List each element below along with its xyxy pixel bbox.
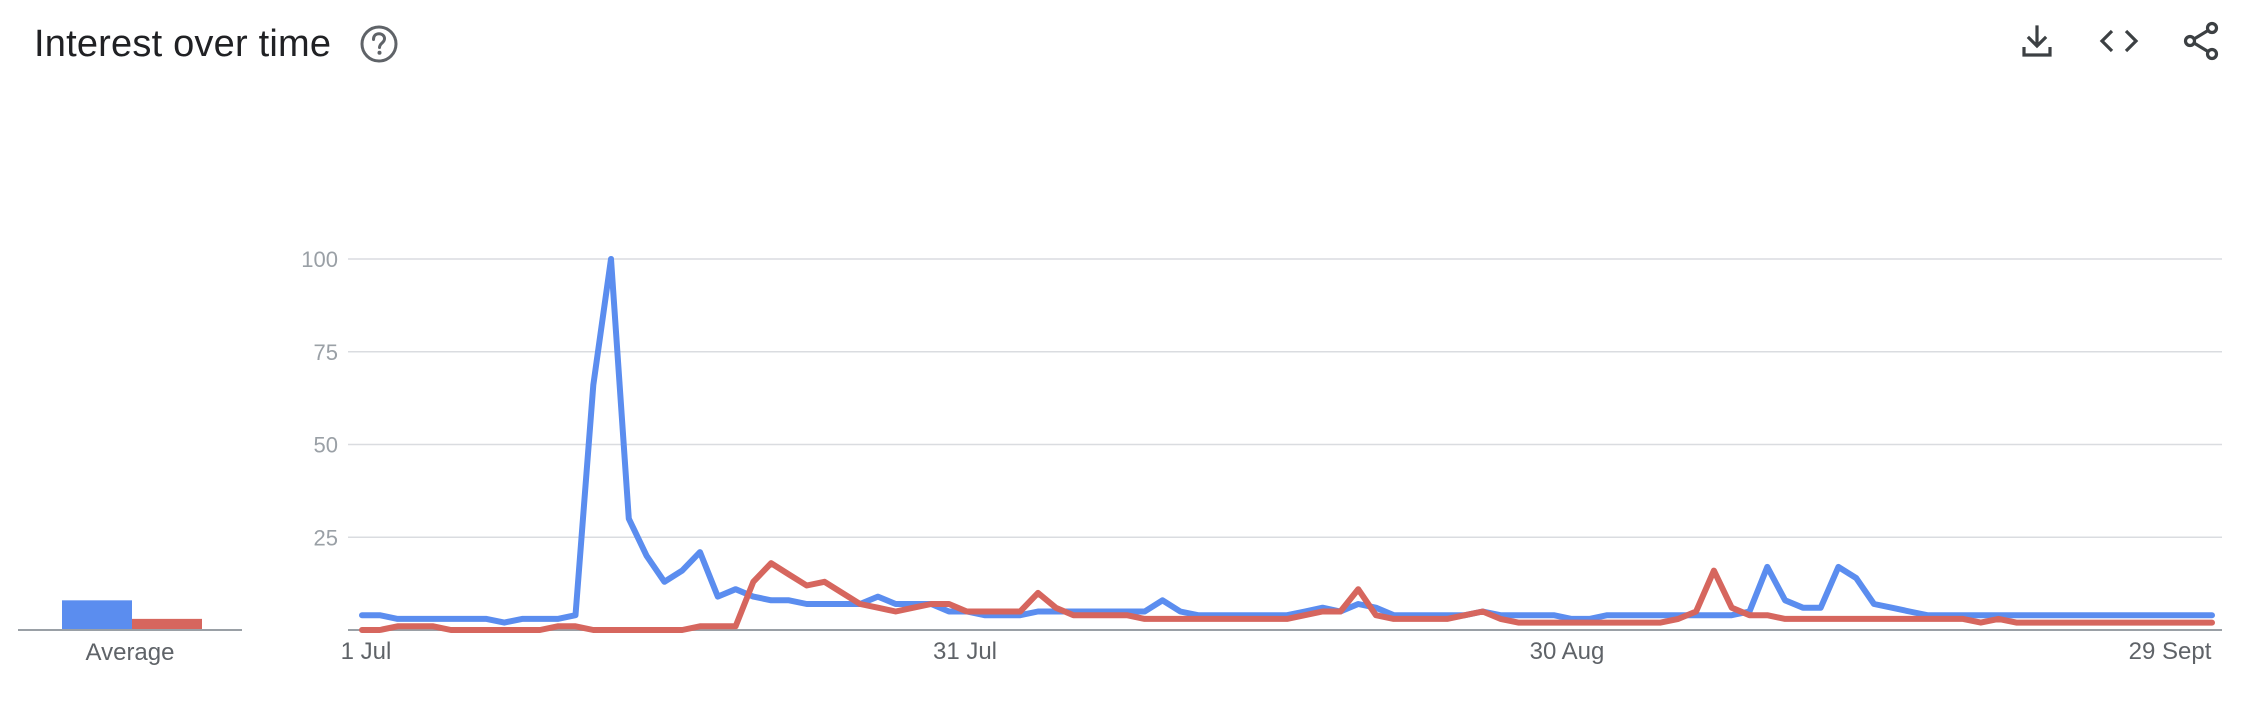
- download-icon: [2022, 25, 2052, 57]
- embed-button[interactable]: [2096, 18, 2142, 64]
- help-circle-icon[interactable]: [359, 24, 399, 64]
- y-tick-label: 100: [301, 247, 338, 272]
- x-tick-label: 29 Sept: [2129, 638, 2212, 665]
- y-tick-label: 25: [314, 525, 338, 550]
- average-label: Average: [86, 639, 175, 666]
- y-tick-label: 75: [314, 340, 338, 365]
- x-tick-label: 30 Aug: [1530, 638, 1605, 665]
- chart-title: Interest over time: [34, 22, 332, 65]
- average-bar-2: [132, 618, 202, 630]
- series-line-2: [359, 560, 2215, 633]
- average-bar-1: [62, 600, 132, 630]
- chart-header: Interest over time: [34, 14, 399, 74]
- share-button[interactable]: [2178, 18, 2224, 64]
- x-tick-label: 1 Jul: [341, 638, 392, 665]
- chart-actions: [2014, 18, 2224, 64]
- y-tick-label: 50: [314, 433, 338, 458]
- chart-series: [359, 256, 2215, 633]
- series-line-1: [359, 256, 2215, 626]
- chart-gridlines: [348, 258, 2222, 631]
- download-button[interactable]: [2014, 18, 2060, 64]
- share-icon: [2183, 21, 2219, 61]
- x-tick-label: 31 Jul: [933, 638, 997, 665]
- y-axis-ticks: 25 50 75 100: [301, 247, 338, 550]
- x-axis-ticks: 1 Jul 31 Jul 30 Aug 29 Sept: [341, 638, 2212, 665]
- code-icon: [2099, 29, 2139, 53]
- average-panel: Average: [18, 600, 242, 666]
